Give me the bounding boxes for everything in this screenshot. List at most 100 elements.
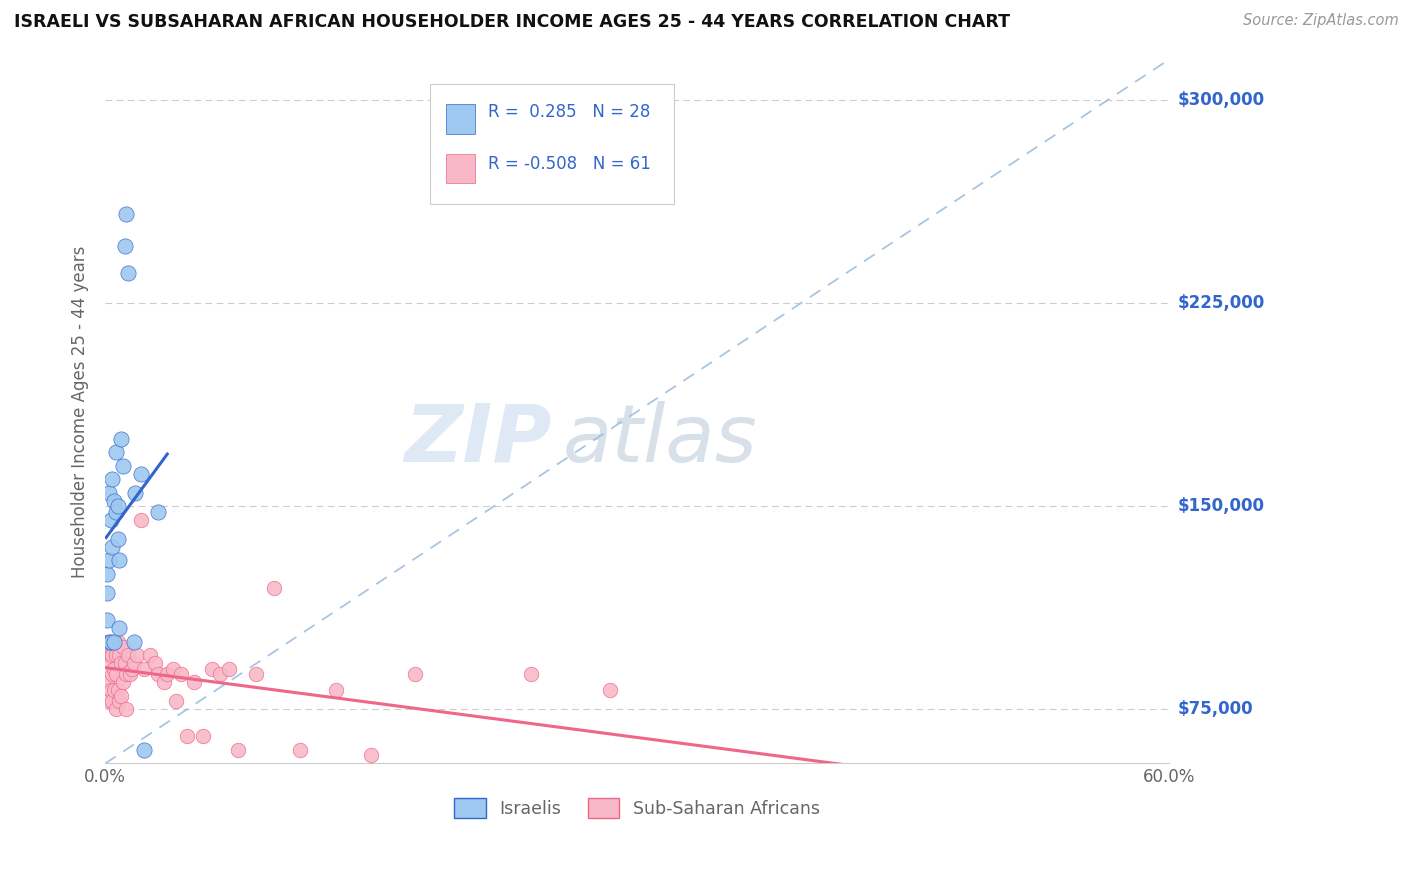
Point	[101, 648, 124, 663]
Point	[599, 683, 621, 698]
Text: R = -0.508   N = 61: R = -0.508 N = 61	[488, 155, 651, 173]
Point	[110, 657, 132, 671]
Point	[122, 657, 145, 671]
Point	[200, 662, 222, 676]
Point	[183, 675, 205, 690]
Text: $150,000: $150,000	[1177, 498, 1264, 516]
Point	[96, 613, 118, 627]
Point	[117, 267, 139, 281]
Point	[115, 702, 138, 716]
FancyBboxPatch shape	[446, 153, 475, 183]
Point	[325, 683, 347, 698]
Point	[108, 694, 131, 708]
Point	[124, 485, 146, 500]
Point	[104, 648, 127, 663]
Point	[110, 432, 132, 446]
Point	[107, 634, 129, 648]
Point	[143, 657, 166, 671]
FancyBboxPatch shape	[446, 104, 475, 134]
Point	[111, 458, 134, 473]
Point	[138, 648, 160, 663]
Point	[103, 634, 125, 648]
Point	[107, 532, 129, 546]
Point	[519, 667, 541, 681]
Point	[101, 667, 124, 681]
Point	[134, 743, 156, 757]
Point	[101, 540, 124, 554]
Point	[103, 494, 125, 508]
Point	[97, 648, 120, 663]
Point	[404, 667, 426, 681]
Text: ZIP: ZIP	[405, 401, 553, 479]
Point	[97, 485, 120, 500]
Point	[170, 667, 193, 681]
Text: $300,000: $300,000	[1177, 91, 1264, 109]
Text: $75,000: $75,000	[1177, 700, 1253, 718]
Point	[103, 662, 125, 676]
Legend: Israelis, Sub-Saharan Africans: Israelis, Sub-Saharan Africans	[447, 791, 827, 825]
Point	[191, 730, 214, 744]
Point	[156, 667, 179, 681]
Point	[104, 667, 127, 681]
Point	[96, 675, 118, 690]
Point	[162, 662, 184, 676]
Text: ISRAELI VS SUBSAHARAN AFRICAN HOUSEHOLDER INCOME AGES 25 - 44 YEARS CORRELATION : ISRAELI VS SUBSAHARAN AFRICAN HOUSEHOLDE…	[14, 13, 1010, 31]
Point	[101, 472, 124, 486]
Point	[115, 207, 138, 221]
Point	[100, 513, 122, 527]
Text: atlas: atlas	[562, 401, 758, 479]
Point	[108, 553, 131, 567]
Point	[209, 667, 232, 681]
Point	[218, 662, 240, 676]
FancyBboxPatch shape	[430, 84, 675, 204]
Point	[97, 694, 120, 708]
Text: $225,000: $225,000	[1177, 294, 1264, 312]
Y-axis label: Householder Income Ages 25 - 44 years: Householder Income Ages 25 - 44 years	[72, 245, 89, 578]
Point	[263, 581, 285, 595]
Point	[96, 634, 118, 648]
Point	[107, 500, 129, 514]
Point	[449, 764, 471, 779]
Point	[148, 667, 170, 681]
Point	[104, 505, 127, 519]
Point	[245, 667, 267, 681]
Point	[122, 634, 145, 648]
Point	[104, 445, 127, 459]
Point	[100, 634, 122, 648]
Point	[104, 702, 127, 716]
Point	[679, 764, 702, 779]
Point	[108, 648, 131, 663]
Point	[148, 505, 170, 519]
Point	[103, 683, 125, 698]
Point	[165, 694, 187, 708]
Point	[127, 648, 149, 663]
Point	[117, 648, 139, 663]
Point	[129, 467, 152, 481]
Point	[290, 743, 312, 757]
Point	[97, 553, 120, 567]
Point	[100, 657, 122, 671]
Point	[97, 634, 120, 648]
Point	[100, 683, 122, 698]
Point	[108, 621, 131, 635]
Point	[803, 770, 825, 784]
Point	[134, 662, 156, 676]
Point	[115, 667, 138, 681]
Point	[176, 730, 198, 744]
Point	[1052, 778, 1074, 792]
Point	[103, 634, 125, 648]
Point	[114, 657, 136, 671]
Point	[110, 689, 132, 703]
Point	[111, 675, 134, 690]
Point	[226, 743, 249, 757]
Point	[96, 566, 118, 581]
Point	[114, 239, 136, 253]
Point	[96, 586, 118, 600]
Point	[152, 675, 174, 690]
Point	[118, 667, 141, 681]
Text: R =  0.285   N = 28: R = 0.285 N = 28	[488, 103, 651, 121]
Point	[111, 640, 134, 654]
Point	[360, 748, 382, 763]
Point	[129, 513, 152, 527]
Point	[101, 694, 124, 708]
